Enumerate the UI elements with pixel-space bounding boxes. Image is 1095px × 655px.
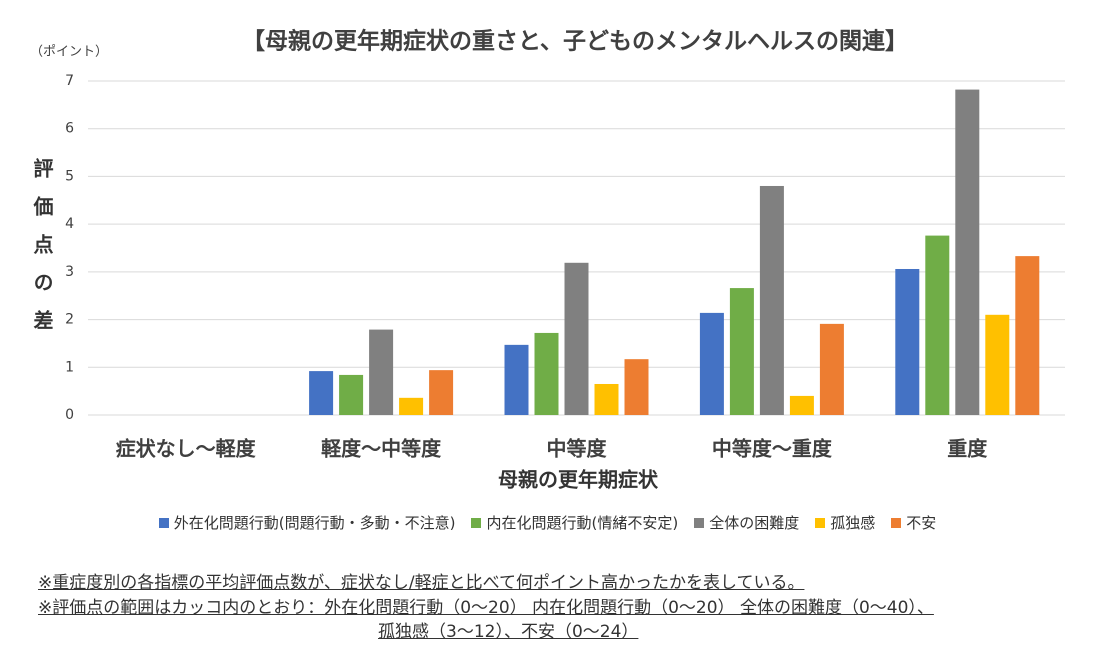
y-tick-label: 7 [65,73,74,89]
bar [504,344,529,415]
bar [339,374,364,415]
y-tick-label: 6 [65,121,74,137]
y-tick-label: 3 [65,264,74,280]
legend: 外在化問題行動(問題行動・多動・不注意) 内在化問題行動(情緒不安定) 全体の困難度… [0,512,1095,533]
y-tick-label: 2 [65,312,74,328]
x-tick-label: 軽度～中等度 [321,437,442,461]
unit-label: （ポイント） [30,45,108,60]
legend-label: 内在化問題行動(情緒不安定) [486,514,679,532]
legend-swatch [891,518,902,528]
chart-title: 【母親の更年期症状の重さと、子どものメンタルヘルスの関連】 [242,28,908,55]
y-tick-label: 1 [65,359,74,375]
legend-label: 孤独感 [830,514,876,532]
bar [594,383,619,415]
legend-item: 外在化問題行動(問題行動・多動・不注意) [158,512,456,533]
y-axis-label: 評価点の差 [30,158,54,348]
bar [759,185,784,415]
bar [1015,256,1040,415]
bar [369,329,394,415]
legend-swatch [471,518,482,528]
legend-label: 外在化問題行動(問題行動・多動・不注意) [173,514,456,532]
bar [895,268,920,415]
legend-swatch [158,518,169,528]
legend-item: 内在化問題行動(情緒不安定) [471,512,678,533]
legend-item: 全体の困難度 [694,512,799,533]
y-tick-label: 4 [65,216,74,232]
legend-swatch [694,518,705,528]
x-tick-label: 中等度 [547,437,608,461]
bar [399,397,424,415]
bar [955,89,980,416]
bar [985,314,1010,415]
bar [564,262,589,415]
bar [624,359,649,415]
note: ※評価点の範囲はカッコ内のとおり：外在化問題行動（0～20） 内在化問題行動（0… [38,598,934,618]
legend-item: 不安 [891,512,936,533]
bar [699,312,724,415]
note: ※重症度別の各指標の平均評価点数が、症状なし/軽症と比べて何ポイント高かったかを… [38,573,805,593]
legend-label: 全体の困難度 [709,514,800,532]
bar [925,235,950,415]
legend-label: 不安 [906,514,937,532]
x-tick-label: 重度 [947,437,988,461]
x-tick-label: 症状なし～軽度 [116,437,257,461]
legend-swatch [815,518,826,528]
bar [789,395,814,415]
legend-item: 孤独感 [815,512,875,533]
y-tick-label: 5 [65,168,74,184]
bar [534,332,559,415]
y-tick-label: 0 [65,407,74,423]
x-axis-label: 母親の更年期症状 [498,468,659,492]
bar [429,370,454,415]
bar [819,323,844,415]
bar [309,371,334,415]
x-tick-label: 中等度～重度 [712,437,833,461]
bar [729,288,754,415]
note: 孤独感（3～12）、不安（0～24） [378,622,639,642]
